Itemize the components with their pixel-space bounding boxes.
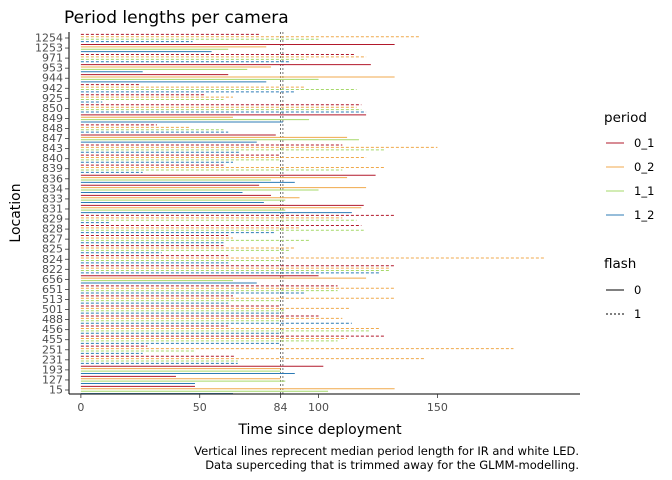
y-tick-label: 942 <box>42 82 63 95</box>
x-tick-label: 84 <box>274 401 288 414</box>
y-tick-label: 831 <box>42 202 63 215</box>
legend-label-flash-1: 1 <box>634 307 641 321</box>
y-tick-label: 825 <box>42 243 63 256</box>
y-tick-label: 840 <box>42 152 63 165</box>
y-axis-title: Location <box>8 183 24 242</box>
x-axis-title: Time since deployment <box>237 422 402 438</box>
y-tick-label: 251 <box>42 343 63 356</box>
y-tick-label: 1253 <box>35 42 63 55</box>
x-tick-label: 150 <box>427 401 448 414</box>
y-axis-ticks: 1254125397195394494292585084984884784384… <box>35 32 69 397</box>
y-tick-label: 848 <box>42 122 63 135</box>
x-axis-ticks: 0 50 84 100 150 <box>77 394 448 414</box>
y-tick-label: 656 <box>42 273 63 286</box>
legend-label-0_2: 0_2 <box>634 160 654 174</box>
y-tick-label: 488 <box>42 313 63 326</box>
legend-title-flash: flash <box>604 256 636 272</box>
y-tick-label: 127 <box>42 373 63 386</box>
y-tick-label: 925 <box>42 92 63 105</box>
y-tick-label: 839 <box>42 162 63 175</box>
plot-area <box>80 32 545 395</box>
legend-title-period: period <box>604 110 647 126</box>
legend-label-0_1: 0_1 <box>634 136 654 150</box>
y-tick-label: 971 <box>42 52 63 65</box>
y-tick-label: 824 <box>42 253 63 266</box>
x-tick-label: 50 <box>193 401 207 414</box>
y-tick-label: 944 <box>42 72 63 85</box>
caption-line-1: Vertical lines reprecent median period l… <box>194 444 579 458</box>
x-tick-label: 100 <box>308 401 329 414</box>
y-tick-label: 828 <box>42 223 63 236</box>
y-tick-label: 827 <box>42 233 63 246</box>
y-tick-label: 455 <box>42 333 63 346</box>
y-tick-label: 513 <box>42 293 63 306</box>
y-tick-label: 843 <box>42 142 63 155</box>
legend-label-1_1: 1_1 <box>634 184 654 198</box>
y-tick-label: 456 <box>42 323 63 336</box>
y-tick-label: 651 <box>42 283 63 296</box>
y-tick-label: 822 <box>42 263 63 276</box>
legend: period flash 0_1 0_2 1_1 1_2 0 1 <box>604 110 654 321</box>
y-tick-label: 849 <box>42 112 63 125</box>
caption-line-2: Data superceding that is trimmed away fo… <box>205 458 579 472</box>
y-tick-label: 231 <box>42 353 63 366</box>
chart-title: Period lengths per camera <box>64 8 289 28</box>
y-tick-label: 193 <box>42 363 63 376</box>
x-tick-label: 0 <box>77 401 84 414</box>
y-tick-label: 829 <box>42 213 63 226</box>
y-tick-label: 15 <box>49 384 63 397</box>
y-tick-label: 850 <box>42 102 63 115</box>
y-tick-label: 833 <box>42 192 63 205</box>
y-tick-label: 834 <box>42 182 63 195</box>
y-tick-label: 847 <box>42 132 63 145</box>
y-tick-label: 953 <box>42 62 63 75</box>
y-tick-label: 501 <box>42 303 63 316</box>
legend-label-flash-0: 0 <box>634 283 641 297</box>
y-tick-label: 836 <box>42 172 63 185</box>
y-tick-label: 1254 <box>35 32 63 45</box>
legend-label-1_2: 1_2 <box>634 208 654 222</box>
